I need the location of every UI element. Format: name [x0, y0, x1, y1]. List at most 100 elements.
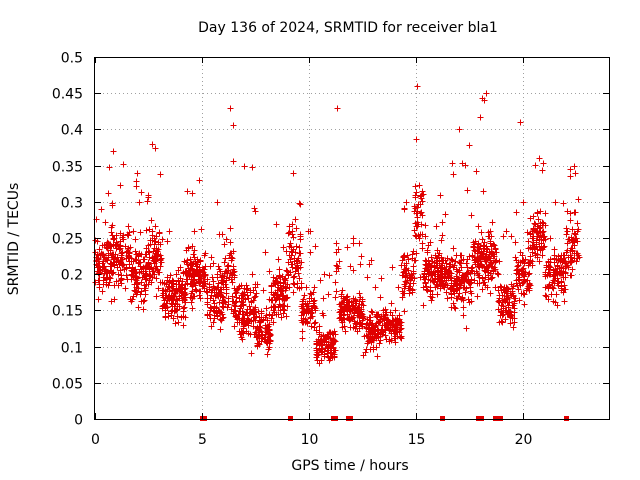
- data-point: [216, 231, 223, 238]
- data-point: [98, 206, 105, 213]
- data-point: [175, 285, 182, 292]
- data-point: [363, 332, 370, 339]
- data-point: [290, 170, 297, 177]
- data-point: [288, 248, 295, 255]
- data-point: [342, 305, 349, 312]
- data-point: [349, 315, 356, 322]
- zero-value-marker: [498, 416, 503, 421]
- data-point: [350, 267, 357, 274]
- zero-marks-layer: [200, 416, 569, 421]
- zero-value-marker: [493, 416, 498, 421]
- data-point: [466, 142, 473, 149]
- data-point: [515, 286, 522, 293]
- data-point: [423, 283, 430, 290]
- data-point: [243, 286, 250, 293]
- x-axis-label: GPS time / hours: [291, 458, 408, 474]
- data-point: [551, 246, 558, 253]
- data-point: [155, 285, 162, 292]
- data-point: [152, 223, 159, 230]
- data-point: [537, 247, 544, 254]
- data-point: [540, 160, 547, 167]
- data-point: [290, 234, 297, 241]
- data-point: [460, 272, 467, 279]
- data-point: [471, 277, 478, 284]
- data-point: [208, 323, 215, 330]
- data-point: [122, 243, 129, 250]
- data-point: [266, 327, 273, 334]
- data-point: [419, 212, 426, 219]
- data-point: [538, 234, 545, 241]
- zero-value-marker: [564, 416, 569, 421]
- data-point: [311, 297, 318, 304]
- data-point: [379, 322, 386, 329]
- data-point: [447, 263, 454, 270]
- data-point: [417, 193, 424, 200]
- data-point: [256, 319, 263, 326]
- data-point: [521, 301, 528, 308]
- data-point: [377, 316, 384, 323]
- data-point: [146, 254, 153, 261]
- data-point: [467, 288, 474, 295]
- data-point: [327, 335, 334, 342]
- data-point: [332, 279, 339, 286]
- data-point: [500, 286, 507, 293]
- data-point: [292, 216, 299, 223]
- plot-frame: [94, 57, 610, 420]
- data-point: [212, 293, 219, 300]
- data-point: [197, 272, 204, 279]
- data-point: [190, 293, 197, 300]
- data-point: [189, 261, 196, 268]
- data-point: [265, 346, 272, 353]
- data-point: [251, 294, 258, 301]
- data-point: [291, 281, 298, 288]
- data-point: [488, 243, 495, 250]
- data-point: [187, 294, 194, 301]
- data-point: [405, 285, 412, 292]
- data-point: [531, 220, 538, 227]
- data-point: [561, 282, 568, 289]
- data-point: [286, 284, 293, 291]
- data-point: [280, 244, 287, 251]
- data-point: [532, 221, 539, 228]
- data-point: [117, 230, 124, 237]
- data-point: [492, 284, 499, 291]
- data-point: [94, 268, 101, 275]
- data-point: [277, 274, 284, 281]
- data-point: [232, 299, 239, 306]
- data-point: [164, 297, 171, 304]
- data-point: [289, 249, 296, 256]
- data-point: [238, 282, 245, 289]
- data-point: [401, 290, 408, 297]
- data-point: [414, 83, 421, 90]
- data-point: [416, 182, 423, 189]
- data-point: [276, 273, 283, 280]
- data-point: [266, 333, 273, 340]
- data-point: [227, 225, 234, 232]
- data-point: [386, 336, 393, 343]
- data-point: [201, 252, 208, 259]
- data-point: [225, 267, 232, 274]
- data-point: [443, 266, 450, 273]
- data-point: [354, 312, 361, 319]
- data-point: [298, 317, 305, 324]
- data-point: [413, 136, 420, 143]
- data-point: [489, 219, 496, 226]
- data-point: [463, 285, 470, 292]
- data-point: [111, 235, 118, 242]
- y-tick-label: 0.1: [61, 341, 83, 357]
- data-point: [261, 336, 268, 343]
- data-point: [504, 290, 511, 297]
- data-point: [399, 257, 406, 264]
- data-point: [535, 216, 542, 223]
- data-point: [396, 318, 403, 325]
- data-point: [543, 262, 550, 269]
- data-point: [438, 254, 445, 261]
- data-point: [221, 241, 228, 248]
- data-point: [442, 257, 449, 264]
- data-point: [216, 308, 223, 315]
- data-point: [567, 210, 574, 217]
- data-point: [437, 192, 444, 199]
- data-point: [434, 255, 441, 262]
- data-point: [488, 275, 495, 282]
- data-point: [131, 281, 138, 288]
